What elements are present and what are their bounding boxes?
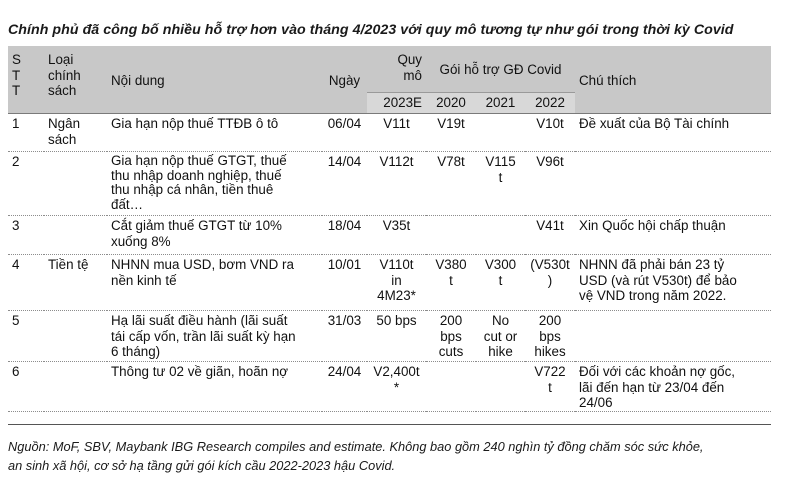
table-row: 3 Cắt giảm thuế GTGT từ 10% xuống 8% 18/… bbox=[8, 215, 772, 255]
table-row: 6 Thông tư 02 về giãn, hoãn nợ 24/04 V2,… bbox=[8, 361, 772, 412]
row-quy-mo: V110t in 4M23* bbox=[377, 257, 416, 304]
row-stt: 3 bbox=[12, 218, 20, 233]
row-2022: V96t bbox=[536, 154, 564, 169]
header-row-2: 2023E 2020 2021 2022 bbox=[8, 92, 771, 114]
header-2020: 2020 bbox=[426, 92, 476, 114]
row-quy-mo: V112t bbox=[379, 154, 414, 169]
row-2022: (V530t ) bbox=[530, 257, 570, 288]
row-2020 bbox=[426, 216, 476, 218]
row-quy-mo: V2,400t * bbox=[373, 364, 420, 395]
header-loai: Loại chính sách bbox=[44, 46, 107, 114]
row-stt: 4 bbox=[12, 257, 20, 272]
row-2022: V41t bbox=[536, 218, 564, 233]
row-stt: 6 bbox=[12, 364, 20, 379]
row-2021: No cut or hike bbox=[483, 313, 518, 360]
row-ngay: 14/04 bbox=[327, 154, 362, 169]
header-ngay: Ngày bbox=[322, 46, 367, 114]
source-note: Nguồn: MoF, SBV, Maybank IBG Research co… bbox=[8, 439, 704, 473]
row-chu-thich: NHNN đã phải bán 23 tỷ USD (và rút V530t… bbox=[579, 257, 737, 304]
table-title: Chính phủ đã công bố nhiều hỗ trợ hơn và… bbox=[8, 22, 734, 38]
row-loai bbox=[44, 362, 107, 364]
row-noi-dung: Gia hạn nộp thuế TTĐB ô tô bbox=[111, 116, 279, 131]
row-2022: V10t bbox=[536, 116, 564, 131]
row-quy-mo: V35t bbox=[382, 218, 411, 233]
table-row: 4 Tiền tệ NHNN mua USD, bơm VND ra nền k… bbox=[8, 254, 772, 311]
row-2021: V300 t bbox=[484, 257, 517, 288]
row-2021 bbox=[476, 114, 525, 116]
header-noi-dung: Nội dung bbox=[107, 46, 322, 114]
row-chu-thich: Đề xuất của Bộ Tài chính bbox=[579, 116, 730, 131]
row-noi-dung: Thông tư 02 về giãn, hoãn nợ bbox=[111, 364, 289, 379]
row-ngay: 06/04 bbox=[327, 116, 362, 131]
row-stt: 2 bbox=[12, 154, 20, 169]
header-chu-thich: Chú thích bbox=[575, 46, 772, 114]
row-2020 bbox=[426, 362, 476, 364]
row-2020: 200 bps cuts bbox=[438, 313, 464, 360]
row-loai bbox=[44, 216, 107, 218]
table-end-row bbox=[8, 411, 772, 425]
row-2021 bbox=[476, 362, 525, 364]
row-quy-mo: V11t bbox=[383, 116, 410, 131]
row-stt: 5 bbox=[12, 313, 20, 328]
header-row-1: S T T Loại chính sách Nội dung Ngày Quy … bbox=[8, 46, 772, 114]
row-2020: V78t bbox=[437, 154, 465, 169]
row-2021: V115 t bbox=[485, 154, 516, 185]
row-loai: Ngân sách bbox=[48, 116, 81, 147]
row-ngay: 31/03 bbox=[327, 313, 362, 328]
row-2022: 200 bps hikes bbox=[534, 313, 566, 360]
row-2022: V722 t bbox=[534, 364, 566, 395]
row-ngay: 24/04 bbox=[327, 364, 362, 379]
header-2023e: 2023E bbox=[367, 92, 426, 114]
row-2020: V380 t bbox=[435, 257, 467, 288]
row-chu-thich bbox=[575, 152, 771, 154]
table-row: 1 Ngân sách Gia hạn nộp thuế TTĐB ô tô 0… bbox=[8, 113, 772, 152]
row-ngay: 10/01 bbox=[327, 257, 362, 272]
support-package-table: S T T Loại chính sách Nội dung Ngày Quy … bbox=[8, 46, 772, 425]
header-2021: 2021 bbox=[476, 92, 525, 114]
row-chu-thich bbox=[575, 311, 771, 313]
table-row: 2 Gia hạn nộp thuế GTGT, thuế thu nhập d… bbox=[8, 151, 772, 216]
row-noi-dung: NHNN mua USD, bơm VND ra nền kinh tế bbox=[111, 257, 294, 288]
header-stt: S T T bbox=[8, 46, 44, 114]
row-chu-thich: Xin Quốc hội chấp thuận bbox=[579, 218, 726, 233]
row-2021 bbox=[476, 216, 525, 218]
row-loai bbox=[44, 311, 107, 313]
header-goi-covid: Gói hỗ trợ GĐ Covid bbox=[426, 46, 576, 93]
row-2020: V19t bbox=[437, 116, 465, 131]
row-noi-dung: Cắt giảm thuế GTGT từ 10% xuống 8% bbox=[111, 218, 282, 249]
row-loai bbox=[44, 152, 107, 154]
row-stt: 1 bbox=[12, 116, 20, 131]
row-chu-thich: Đối với các khoản nợ gốc, lãi đến hạn từ… bbox=[579, 364, 736, 411]
header-quy-mo: Quy mô bbox=[367, 46, 426, 93]
row-noi-dung: Hạ lãi suất điều hành (lãi suất tái cấp … bbox=[111, 313, 296, 360]
row-loai: Tiền tệ bbox=[48, 257, 89, 272]
table-row: 5 Hạ lãi suất điều hành (lãi suất tái cấ… bbox=[8, 310, 772, 362]
row-quy-mo: 50 bps bbox=[376, 313, 417, 328]
row-ngay: 18/04 bbox=[327, 218, 362, 233]
row-noi-dung: Gia hạn nộp thuế GTGT, thuế thu nhập doa… bbox=[111, 153, 287, 212]
header-2022: 2022 bbox=[525, 92, 576, 114]
